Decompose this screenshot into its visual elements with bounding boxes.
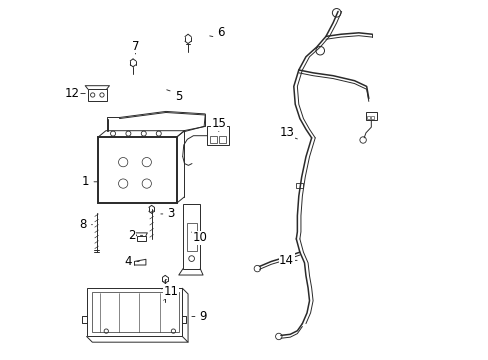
Bar (136, 236, 145, 242)
Text: 7: 7 (132, 40, 139, 53)
Text: 13: 13 (279, 126, 293, 139)
Text: 10: 10 (192, 231, 207, 244)
Text: 14: 14 (279, 254, 294, 267)
Bar (88, 89, 106, 101)
Bar (183, 203, 200, 269)
Text: 12: 12 (65, 87, 80, 100)
Bar (365, 112, 376, 120)
Bar (370, 116, 373, 119)
Bar (91, 292, 179, 332)
Bar (295, 183, 303, 188)
Text: 2: 2 (128, 229, 136, 242)
Bar (219, 136, 226, 143)
Text: 15: 15 (211, 117, 226, 130)
Bar (98, 137, 176, 203)
Text: 9: 9 (199, 310, 207, 323)
Bar (366, 116, 369, 119)
Text: 11: 11 (163, 285, 179, 298)
Text: 5: 5 (174, 90, 182, 103)
Text: 8: 8 (79, 218, 86, 231)
Bar (206, 126, 229, 145)
Text: 6: 6 (217, 26, 224, 39)
Bar (86, 288, 182, 337)
Bar (209, 136, 217, 143)
Bar (186, 223, 196, 251)
Text: 1: 1 (81, 175, 89, 188)
Text: 3: 3 (167, 207, 175, 220)
Text: 4: 4 (124, 255, 132, 268)
